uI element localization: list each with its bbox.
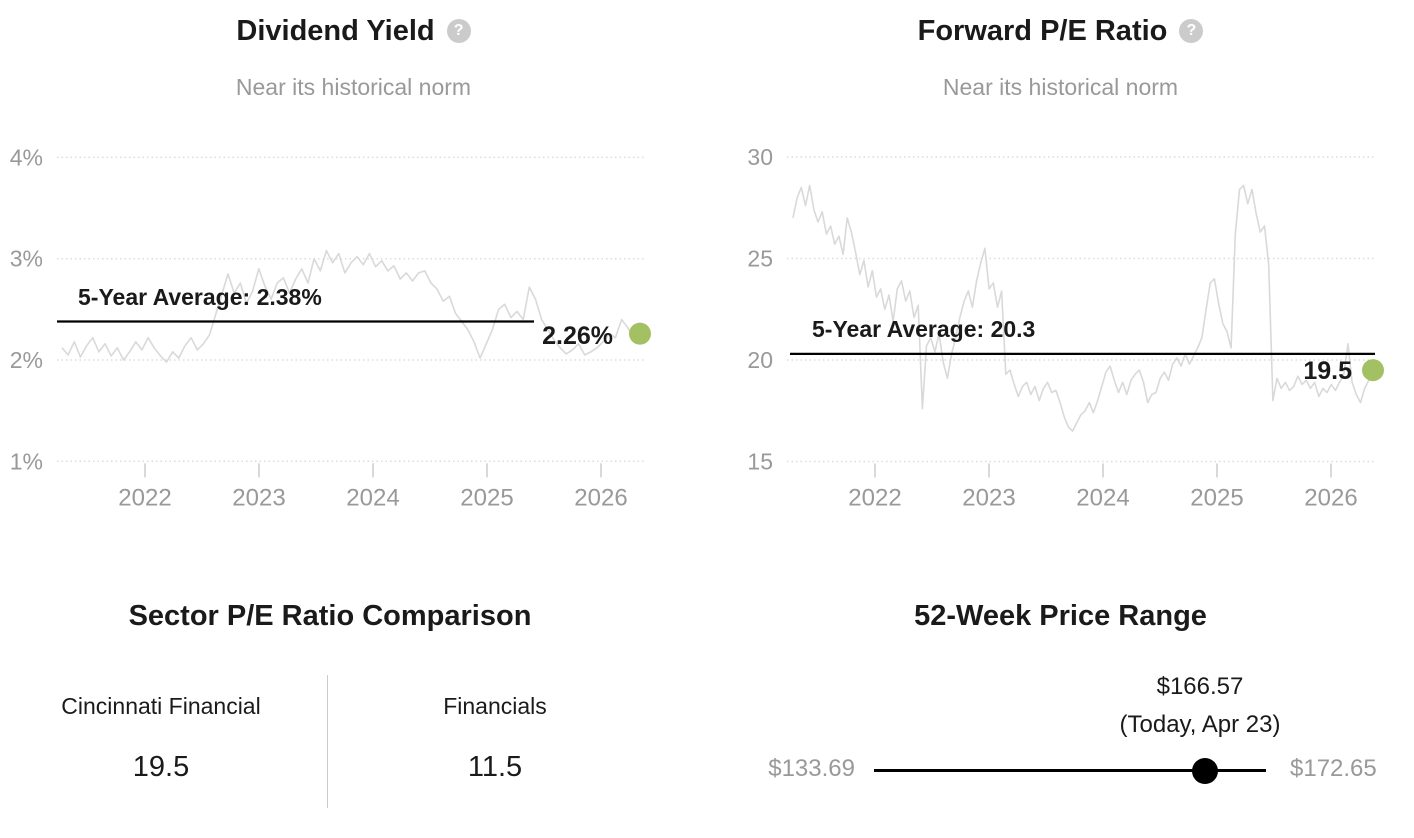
y-axis-tick-label: 20: [747, 347, 773, 373]
forward-pe-chart: 30 25 20 15 2022 2023 2024 2025 2026: [747, 144, 1384, 512]
company-label: Cincinnati Financial: [61, 693, 261, 719]
price-range-thumb[interactable]: [1191, 758, 1218, 784]
y-axis-tick-label: 15: [747, 449, 773, 475]
forward-pe-header: Forward P/E Ratio ?: [707, 14, 1414, 49]
current-value-dot: [1362, 359, 1384, 382]
price-range-panel: 52-Week Price Range $166.57 (Today, Apr …: [707, 560, 1414, 838]
y-axis-tick-label: 3%: [10, 246, 43, 272]
forward-pe-panel: Forward P/E Ratio ? Near its historical …: [707, 0, 1414, 560]
y-axis-tick-label: 25: [747, 246, 773, 272]
x-axis-tick-label: 2024: [1076, 485, 1129, 512]
range-low-label: $133.69: [768, 755, 855, 782]
price-range-track: [874, 758, 1266, 784]
dividend-yield-chart: 4% 3% 2% 1% 2022 2023 2024 2025 2026: [10, 144, 651, 511]
current-price-label: $166.57: [1156, 673, 1244, 700]
sector-comparison-title: Sector P/E Ratio Comparison: [128, 600, 532, 632]
y-axis-tick-label: 30: [747, 144, 773, 170]
series-line: [792, 184, 1374, 432]
current-price-date-label: (Today, Apr 23): [1119, 711, 1281, 738]
sector-pe-value: 11.5: [467, 751, 523, 783]
help-icon[interactable]: ?: [1179, 19, 1204, 44]
range-high-label: $172.65: [1290, 755, 1377, 782]
sector-label: Financials: [443, 693, 547, 719]
x-axis-tick-label: 2026: [1304, 485, 1357, 512]
x-axis-tick-label: 2026: [574, 484, 627, 511]
x-axis-tick-label: 2023: [962, 485, 1015, 512]
company-pe-value: 19.5: [132, 751, 190, 783]
help-icon[interactable]: ?: [446, 19, 471, 44]
y-axis-tick-label: 2%: [10, 347, 43, 373]
dividend-yield-title: Dividend Yield: [236, 15, 435, 47]
current-value-label: 19.5: [1303, 357, 1352, 385]
forward-pe-title: Forward P/E Ratio: [917, 15, 1168, 47]
current-value-dot: [629, 322, 651, 345]
x-axis-tick-label: 2025: [1190, 485, 1243, 512]
five-year-average-label: 5-Year Average: 20.3: [812, 316, 1036, 342]
series-line: [61, 249, 641, 363]
dividend-yield-subtitle: Near its historical norm: [235, 74, 472, 100]
sector-pe-comparison-panel: Sector P/E Ratio Comparison Cincinnati F…: [0, 560, 707, 838]
current-value-label: 2.26%: [542, 322, 613, 350]
y-axis-tick-label: 4%: [10, 144, 43, 170]
dividend-yield-header: Dividend Yield ?: [0, 14, 707, 49]
dividend-yield-panel: Dividend Yield ? Near its historical nor…: [0, 0, 707, 560]
x-axis-tick-label: 2023: [232, 484, 285, 511]
x-axis-tick-label: 2022: [848, 485, 901, 512]
x-axis-tick-label: 2022: [118, 484, 171, 511]
y-axis-tick-label: 1%: [10, 448, 43, 474]
forward-pe-subtitle: Near its historical norm: [942, 74, 1179, 100]
five-year-average-label: 5-Year Average: 2.38%: [78, 284, 322, 310]
x-axis-tick-label: 2025: [460, 484, 513, 511]
divider: [327, 675, 328, 808]
x-axis-tick-label: 2024: [346, 484, 399, 511]
price-range-title: 52-Week Price Range: [914, 600, 1207, 632]
